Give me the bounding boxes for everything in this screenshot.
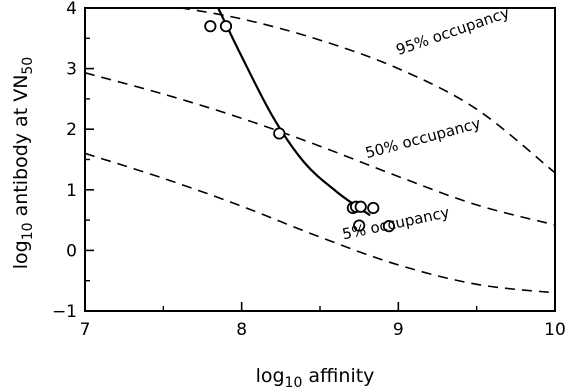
x-axis-title: log10 affinity xyxy=(256,365,375,390)
plot-frame xyxy=(84,7,556,312)
y-tick-labels: −1 0 1 2 3 4 xyxy=(52,0,77,322)
x-tick-label: 10 xyxy=(544,320,566,340)
y-tick-label: 1 xyxy=(66,181,77,201)
data-point xyxy=(353,219,366,232)
x-tick-label: 8 xyxy=(236,320,247,340)
x-tick-label: 7 xyxy=(80,320,91,340)
occupancy-curve-0 xyxy=(176,8,555,174)
x-tick-labels: 7 8 9 10 xyxy=(80,320,566,340)
axis-ticks xyxy=(84,7,556,312)
data-point xyxy=(382,220,396,233)
y-tick-label: −1 xyxy=(52,302,77,322)
y-axis-title: log10 antibody at VN50 xyxy=(10,57,36,269)
fit-curve xyxy=(217,8,371,217)
plot-content xyxy=(85,8,555,294)
data-point xyxy=(367,201,380,215)
x-tick-label: 9 xyxy=(393,320,404,340)
occupancy-label-0: 95% occupancy xyxy=(394,3,512,59)
y-tick-label: 2 xyxy=(66,120,77,140)
data-point xyxy=(219,20,233,33)
occupancy-label-1: 50% occupancy xyxy=(363,114,482,162)
occupancy-curve-1 xyxy=(85,72,555,226)
y-tick-label: 4 xyxy=(66,0,77,19)
y-tick-label: 0 xyxy=(66,241,77,261)
occupancy-curve-2 xyxy=(85,152,555,294)
y-tick-label: 3 xyxy=(66,60,77,80)
data-point xyxy=(273,127,286,140)
data-point xyxy=(204,20,217,33)
data-point xyxy=(354,200,367,213)
